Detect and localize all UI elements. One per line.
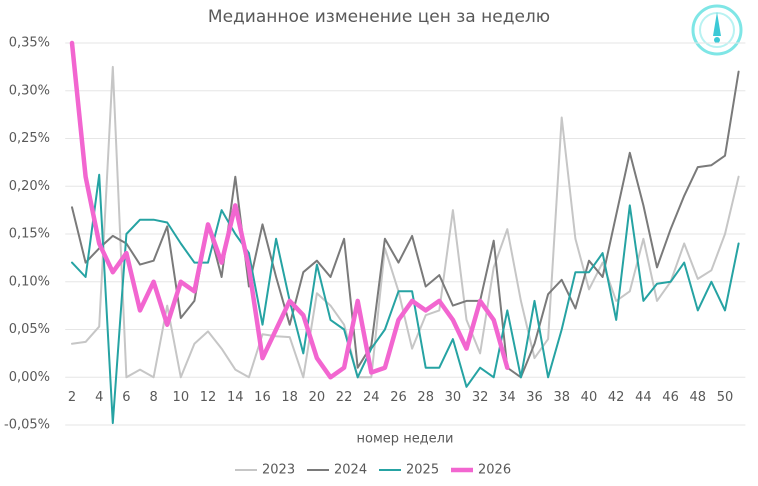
x-axis-label: номер недели <box>357 432 454 447</box>
x-tick-label: 48 <box>690 390 707 405</box>
y-tick-label: 0,25% <box>9 131 50 146</box>
x-tick-label: 22 <box>336 390 353 405</box>
x-tick-label: 46 <box>662 390 679 405</box>
x-tick-label: 10 <box>173 390 190 405</box>
legend-label: 2024 <box>334 463 367 478</box>
x-tick-label: 24 <box>363 390 380 405</box>
x-tick-label: 42 <box>608 390 625 405</box>
series-line <box>71 173 740 425</box>
x-tick-label: 2 <box>68 390 76 405</box>
x-tick-label: 26 <box>390 390 407 405</box>
y-tick-label: 0,20% <box>9 179 50 194</box>
x-tick-label: 6 <box>122 390 130 405</box>
legend-label: 2025 <box>406 463 439 478</box>
x-tick-label: 34 <box>499 390 516 405</box>
x-tick-label: 40 <box>581 390 598 405</box>
x-tick-label: 38 <box>553 390 570 405</box>
x-tick-label: 18 <box>281 390 298 405</box>
series-line <box>71 70 740 379</box>
y-tick-label: 0,35% <box>9 36 50 51</box>
y-tick-label: -0,05% <box>4 418 50 433</box>
x-tick-label: 44 <box>635 390 652 405</box>
y-tick-label: 0,05% <box>9 322 50 337</box>
y-tick-label: 0,10% <box>9 274 50 289</box>
x-tick-label: 8 <box>149 390 157 405</box>
x-tick-label: 20 <box>309 390 326 405</box>
legend-label: 2023 <box>262 463 295 478</box>
y-tick-label: 0,00% <box>9 370 50 385</box>
x-tick-label: 28 <box>417 390 434 405</box>
x-tick-label: 50 <box>717 390 734 405</box>
y-tick-label: 0,30% <box>9 83 50 98</box>
series-line <box>71 65 740 379</box>
x-tick-label: 4 <box>95 390 103 405</box>
x-tick-label: 32 <box>472 390 489 405</box>
x-tick-label: 14 <box>227 390 244 405</box>
logo <box>691 4 743 56</box>
chart-title: Медианное изменение цен за неделю <box>208 7 550 27</box>
x-tick-label: 30 <box>445 390 462 405</box>
series-line <box>69 40 510 380</box>
y-tick-label: 0,15% <box>9 227 50 242</box>
x-tick-label: 16 <box>254 390 271 405</box>
x-tick-label: 36 <box>526 390 543 405</box>
legend-label: 2026 <box>478 463 511 478</box>
x-tick-label: 12 <box>200 390 217 405</box>
